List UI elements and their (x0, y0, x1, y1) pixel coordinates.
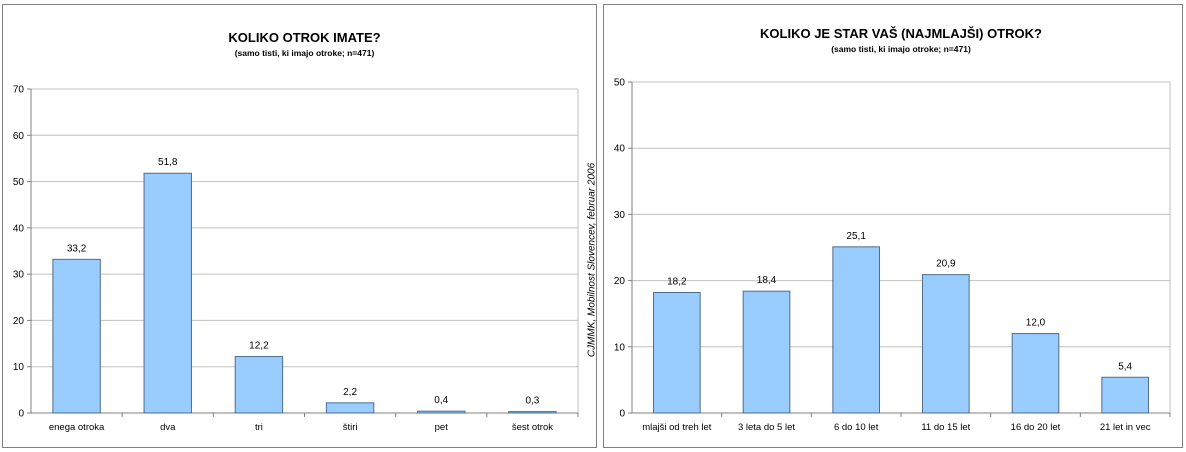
x-tick-label: dva (160, 422, 176, 433)
bar (234, 356, 284, 414)
y-tick-label: 40 (13, 223, 25, 234)
y-tick-label: 30 (614, 210, 626, 221)
credit-text: CJMMK, Mobilnost Slovencev, februar 2006 (586, 162, 598, 358)
data-label: 25,1 (846, 231, 866, 242)
chart-title: KOLIKO OTROK IMATE? (228, 30, 380, 45)
x-tick-label: enega otroka (49, 422, 105, 433)
credit-label: CJMMK, Mobilnost Slovencev, februar 2006 (584, 130, 600, 390)
bar (742, 290, 791, 414)
y-tick-label: 0 (18, 409, 24, 420)
data-label: 51,8 (158, 157, 178, 168)
y-tick-label: 70 (13, 85, 25, 96)
data-label: 33,2 (67, 243, 87, 254)
x-tick-label: 11 do 15 let (921, 422, 970, 433)
data-label: 0,4 (434, 395, 448, 406)
chart-youngest-child-age: KOLIKO JE STAR VAŠ (NAJMLAJŠI) OTROK? (sa… (614, 26, 1171, 433)
bar (1011, 333, 1060, 414)
x-tick-label: 16 do 20 let (1011, 422, 1061, 433)
y-tick-label: 50 (13, 177, 25, 188)
data-label: 18,2 (667, 277, 687, 288)
data-label: 0,3 (525, 396, 539, 407)
y-tick-label: 0 (619, 409, 625, 420)
chart-panel-youngest-child-age: KOLIKO JE STAR VAŠ (NAJMLAJŠI) OTROK? (sa… (603, 4, 1183, 448)
y-tick-label: 30 (13, 270, 25, 281)
bar (52, 258, 101, 414)
data-label: 20,9 (936, 259, 956, 270)
chart-children-count: KOLIKO OTROK IMATE? (samo tisti, ki imajo… (13, 30, 579, 433)
x-tick-label: štiri (343, 422, 358, 433)
bar (508, 411, 557, 414)
data-label: 5,4 (1118, 361, 1132, 372)
x-tick-label: šest otrok (512, 422, 553, 433)
bar (832, 246, 880, 414)
bar (417, 410, 466, 414)
y-tick-label: 10 (614, 342, 626, 353)
chart-title: KOLIKO JE STAR VAŠ (NAJMLAJŠI) OTROK? (760, 26, 1042, 41)
x-tick-label: pet (435, 422, 449, 433)
data-label: 2,2 (343, 387, 357, 398)
x-tick-label: 21 let in vec (1100, 422, 1151, 433)
y-tick-label: 50 (614, 78, 626, 89)
y-tick-label: 20 (13, 316, 25, 327)
bar (325, 402, 375, 414)
chart-subtitle: (samo tisti, ki imajo otroke; n=471) (831, 44, 971, 54)
bar (922, 274, 970, 414)
chart-subtitle: (samo tisti, ki imajo otroke; n=471) (235, 48, 375, 58)
y-tick-label: 10 (13, 362, 25, 373)
y-tick-label: 60 (13, 131, 25, 142)
y-tick-label: 40 (614, 144, 626, 155)
x-tick-label: 3 leta do 5 let (738, 422, 795, 433)
x-tick-label: 6 do 10 let (834, 422, 879, 433)
chart-panel-children-count: KOLIKO OTROK IMATE? (samo tisti, ki imajo… (2, 4, 597, 448)
bar (653, 292, 701, 414)
data-label: 18,4 (757, 275, 777, 286)
x-tick-label: mlajši od treh let (642, 422, 712, 433)
data-label: 12,0 (1026, 318, 1046, 329)
bar (143, 172, 192, 414)
y-tick-label: 20 (614, 276, 626, 287)
data-label: 12,2 (249, 341, 269, 352)
bar (1101, 376, 1149, 414)
x-tick-label: tri (255, 422, 263, 433)
